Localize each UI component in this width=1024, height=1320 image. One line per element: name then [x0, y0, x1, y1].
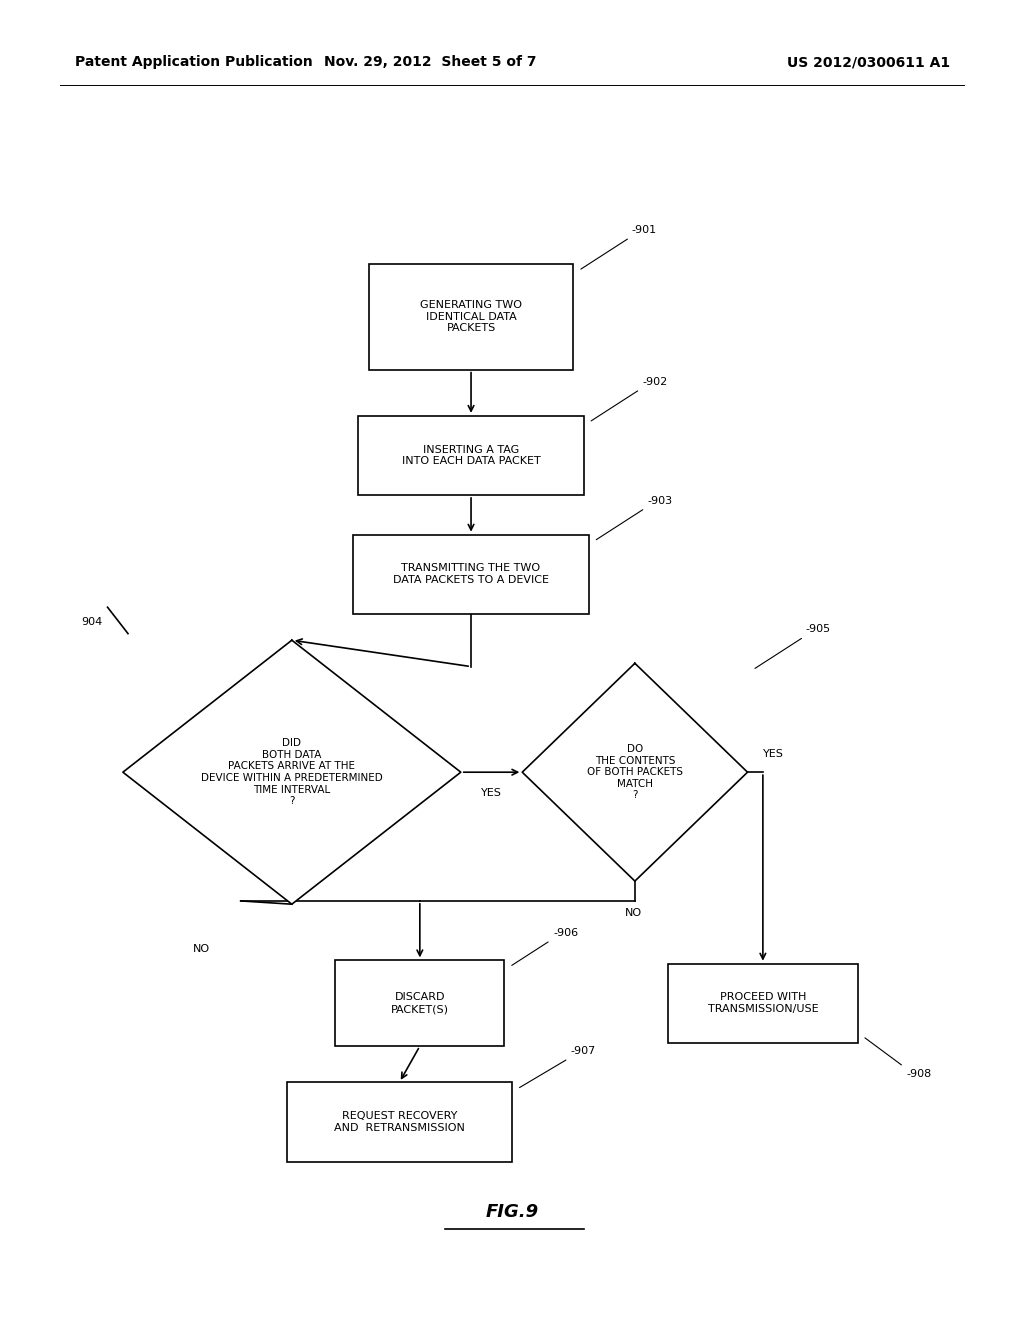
- Bar: [287, 1082, 512, 1162]
- Bar: [335, 961, 504, 1045]
- Text: NO: NO: [193, 944, 210, 954]
- Text: DO
THE CONTENTS
OF BOTH PACKETS
MATCH
?: DO THE CONTENTS OF BOTH PACKETS MATCH ?: [587, 744, 683, 800]
- Bar: [668, 964, 857, 1043]
- Text: -907: -907: [570, 1045, 596, 1056]
- Polygon shape: [123, 640, 461, 904]
- Text: GENERATING TWO
IDENTICAL DATA
PACKETS: GENERATING TWO IDENTICAL DATA PACKETS: [420, 300, 522, 334]
- Bar: [353, 535, 589, 614]
- Text: Patent Application Publication: Patent Application Publication: [75, 55, 312, 69]
- Text: DID
BOTH DATA
PACKETS ARRIVE AT THE
DEVICE WITHIN A PREDETERMINED
TIME INTERVAL
: DID BOTH DATA PACKETS ARRIVE AT THE DEVI…: [201, 738, 383, 807]
- Text: -902: -902: [642, 376, 668, 387]
- Text: 904: 904: [81, 616, 102, 627]
- Text: INSERTING A TAG
INTO EACH DATA PACKET: INSERTING A TAG INTO EACH DATA PACKET: [401, 445, 541, 466]
- Text: -901: -901: [632, 224, 657, 235]
- Text: Nov. 29, 2012  Sheet 5 of 7: Nov. 29, 2012 Sheet 5 of 7: [324, 55, 537, 69]
- Text: US 2012/0300611 A1: US 2012/0300611 A1: [786, 55, 950, 69]
- Bar: [358, 416, 584, 495]
- Text: -905: -905: [806, 624, 831, 635]
- Text: YES: YES: [481, 788, 502, 799]
- Text: REQUEST RECOVERY
AND  RETRANSMISSION: REQUEST RECOVERY AND RETRANSMISSION: [334, 1111, 465, 1133]
- Text: NO: NO: [625, 908, 642, 917]
- Text: -906: -906: [553, 928, 579, 937]
- Bar: [369, 264, 573, 370]
- Text: -903: -903: [647, 495, 673, 506]
- Text: PROCEED WITH
TRANSMISSION/USE: PROCEED WITH TRANSMISSION/USE: [708, 993, 818, 1014]
- Text: -908: -908: [907, 1069, 932, 1080]
- Polygon shape: [522, 663, 748, 882]
- Text: YES: YES: [763, 748, 783, 759]
- Text: FIG.9: FIG.9: [485, 1203, 539, 1221]
- Text: TRANSMITTING THE TWO
DATA PACKETS TO A DEVICE: TRANSMITTING THE TWO DATA PACKETS TO A D…: [393, 564, 549, 585]
- Text: DISCARD
PACKET(S): DISCARD PACKET(S): [391, 993, 449, 1014]
